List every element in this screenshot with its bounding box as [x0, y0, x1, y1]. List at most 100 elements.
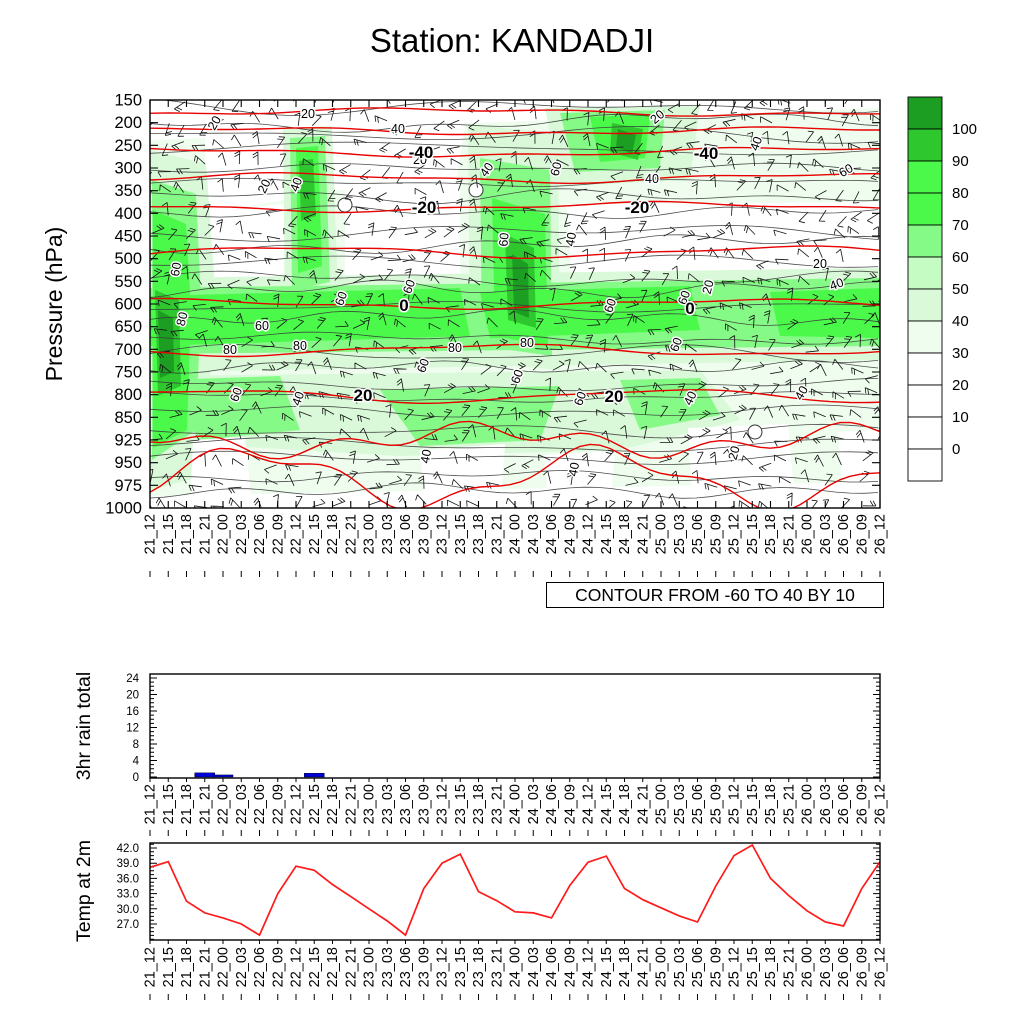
- colorbar-cell: [907, 448, 943, 482]
- time-tick-label: 25_21: [781, 784, 797, 824]
- rh-contour-label: 40: [287, 176, 305, 194]
- wind-barbs: [150, 100, 880, 508]
- time-tick-label: 25_18: [763, 784, 779, 824]
- calm-wind-circle: [337, 197, 353, 213]
- colorbar-cell: [907, 320, 943, 354]
- time-tick-label: 24_00: [508, 947, 524, 987]
- pressure-tick-label: 150: [114, 92, 142, 110]
- time-tick-label: 22_12: [289, 514, 305, 554]
- rh-contour-label: 20: [813, 257, 827, 271]
- time-tick-label: 23_12: [435, 514, 451, 554]
- time-tick-label: 22_09: [270, 784, 286, 824]
- time-tick-label: 22_15: [307, 514, 323, 554]
- pressure-tick-label: 1000: [105, 500, 142, 518]
- time-tick-label: 23_15: [453, 947, 469, 987]
- time-tick-label: 24_15: [599, 514, 615, 554]
- time-tick-label: 24_09: [562, 784, 578, 824]
- colorbar-tick-label: 0: [952, 441, 960, 458]
- time-tick-label: 24_18: [617, 784, 633, 824]
- time-tick-label: 24_09: [562, 514, 578, 554]
- pressure-tick-label: 600: [114, 296, 142, 314]
- temp-contour-label: 0: [685, 299, 694, 318]
- colorbar-tick-label: 10: [952, 409, 969, 426]
- rh-contour-label: 80: [448, 341, 462, 355]
- time-tick-label: 26_03: [818, 947, 834, 987]
- calm-wind-circle: [468, 182, 484, 198]
- rain-axis-label: 3hr rain total: [73, 672, 95, 780]
- rh-contour-label: 60: [667, 336, 685, 354]
- temp-contour-label: -20: [412, 198, 437, 217]
- rain-tick-label: 24: [126, 673, 139, 685]
- pressure-tick-label: 950: [114, 454, 142, 472]
- pressure-axis-label: Pressure (hPa): [41, 227, 67, 382]
- colorbar-tick-label: 90: [952, 153, 969, 170]
- time-tick-label: 24_18: [617, 947, 633, 987]
- time-tick-label: 21_12: [143, 784, 159, 824]
- colorbar-cell: [907, 192, 943, 226]
- temp-line: [150, 843, 880, 937]
- time-tick-label: 24_03: [526, 784, 542, 824]
- pressure-tick-label: 850: [114, 409, 142, 427]
- time-tick-label: 22_03: [234, 784, 250, 824]
- colorbar-cell: [907, 416, 943, 450]
- rain-tick-label: 20: [126, 690, 139, 702]
- colorbar-tick-label: 80: [952, 185, 969, 202]
- rh-contour-label: 40: [747, 135, 765, 153]
- time-tick-label: 25_06: [690, 947, 706, 987]
- time-tick-label: 25_21: [781, 514, 797, 554]
- rh-contour-label: 80: [520, 336, 534, 350]
- time-axis-labels-main: 21_12 21_15 21_18 21_21 22_00 22_03 22_06 22_09…: [143, 514, 889, 554]
- time-tick-label: 22_09: [270, 514, 286, 554]
- time-tick-label: 23_00: [362, 514, 378, 554]
- rh-contour-label: 20: [700, 278, 717, 295]
- time-tick-label: 23_09: [416, 514, 432, 554]
- temp-contour-label: 20: [354, 386, 373, 405]
- colorbar-cell: [907, 160, 943, 194]
- time-tick-label: 26_00: [800, 514, 816, 554]
- colorbar-tick-label: 60: [952, 249, 969, 266]
- pressure-tick-label: 550: [114, 273, 142, 291]
- temp-tick-label: 27.0: [117, 919, 139, 931]
- time-tick-label: 21_21: [197, 784, 213, 824]
- rh-contour-label: 20: [301, 107, 315, 121]
- pressure-tick-label: 925: [114, 432, 142, 450]
- temp-axis-label: Temp at 2m: [73, 840, 95, 942]
- time-tick-label: 22_18: [325, 947, 341, 987]
- rh-contour-label: 40: [828, 275, 846, 293]
- time-tick-label: 26_00: [800, 947, 816, 987]
- pressure-tick-label: 200: [114, 114, 142, 132]
- time-tick-label: 24_12: [581, 784, 597, 824]
- colorbar-cell: [907, 352, 943, 386]
- time-tick-label: 23_18: [471, 514, 487, 554]
- time-tick-label: 24_12: [581, 947, 597, 987]
- temp-contour-label: 0: [399, 296, 408, 315]
- temp-tick-label: 33.0: [117, 889, 139, 901]
- time-tick-label: 25_15: [745, 784, 761, 824]
- temp-tick-label: 30.0: [117, 904, 139, 916]
- time-tick-label: 22_12: [289, 947, 305, 987]
- time-tick-label: 25_21: [781, 947, 797, 987]
- time-tick-label: 21_15: [161, 784, 177, 824]
- time-tick-label: 25_12: [727, 947, 743, 987]
- time-tick-label: 24_00: [508, 514, 524, 554]
- time-tick-label: 23_21: [489, 784, 505, 824]
- time-tick-label: 22_09: [270, 947, 286, 987]
- temp-panel: 27.0 30.0 33.0 36.0 39.0 42.0: [117, 842, 881, 944]
- time-tick-label: 26_09: [854, 514, 870, 554]
- pressure-tick-label: 750: [114, 364, 142, 382]
- time-tick-label: 22_00: [216, 784, 232, 824]
- time-tick-label: 23_03: [380, 514, 396, 554]
- time-tick-label: 22_06: [252, 947, 268, 987]
- time-axis-labels-temp: 21_12 21_15 21_18 21_21 22_00 22_03 22_06 22_09…: [143, 947, 889, 987]
- temp-tick-label: 36.0: [117, 873, 139, 885]
- time-tick-label: 23_09: [416, 784, 432, 824]
- time-tick-label: 26_09: [854, 784, 870, 824]
- colorbar-cell: [907, 288, 943, 322]
- rain-panel-border: [149, 673, 881, 779]
- time-tick-label: 23_12: [435, 947, 451, 987]
- rh-contour-label: 60: [414, 357, 432, 375]
- pressure-tick-label: 300: [114, 160, 142, 178]
- colorbar-tick-label: 40: [952, 313, 969, 330]
- pressure-tick-label: 800: [114, 386, 142, 404]
